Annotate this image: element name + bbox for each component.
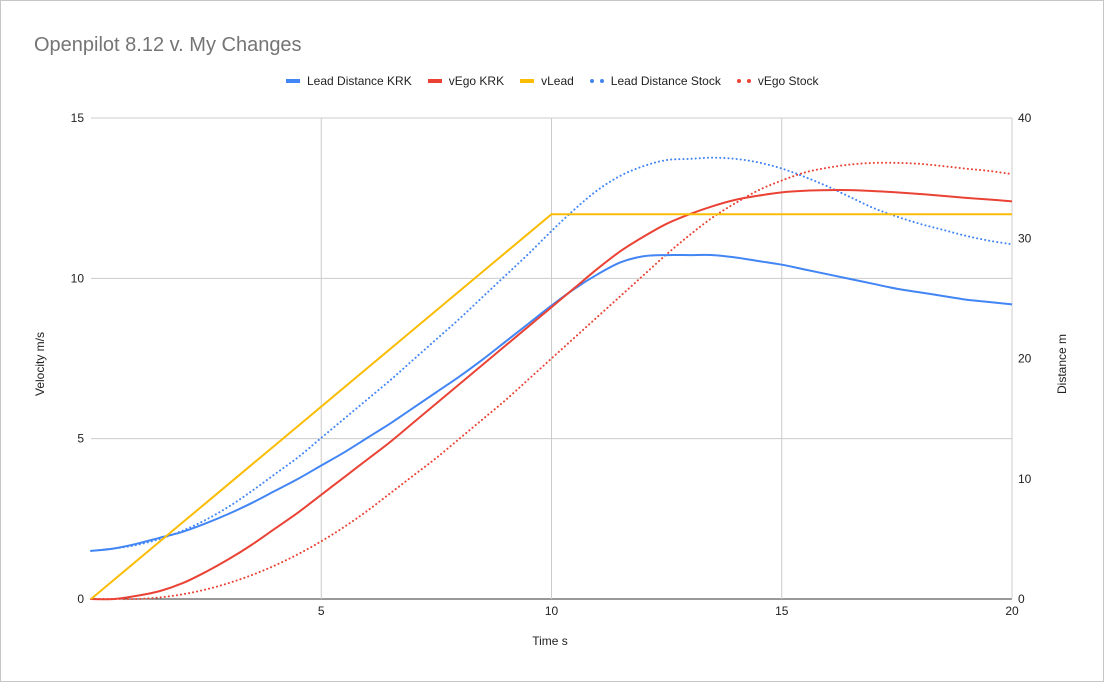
y-right-tick-label: 0: [1018, 592, 1025, 606]
legend-item-vego-stock[interactable]: vEgo Stock: [736, 74, 819, 88]
x-axis-title: Time s: [532, 634, 568, 648]
legend-swatch: [286, 79, 300, 83]
legend-item-lead-distance-krk[interactable]: Lead Distance KRK: [286, 74, 412, 88]
legend-label: vEgo KRK: [448, 74, 505, 88]
grid: [91, 117, 1013, 600]
legend-item-lead-distance-stock[interactable]: Lead Distance Stock: [589, 74, 721, 88]
x-tick-label: 10: [545, 604, 559, 618]
y-left-tick-label: 10: [71, 271, 85, 285]
y-axis-right-title: Distance m: [1055, 334, 1069, 394]
series-line-vego-stock[interactable]: [90, 161, 1013, 601]
y-left-tick-label: 5: [77, 432, 84, 446]
legend-label: vLead: [541, 74, 574, 88]
y-right-tick-label: 20: [1018, 352, 1032, 366]
series-lines: [90, 156, 1013, 601]
y-axis-left-title: Velocity m/s: [33, 332, 47, 396]
legend-item-vlead[interactable]: vLead: [520, 74, 574, 88]
legend-label: vEgo Stock: [757, 74, 819, 88]
chart-legend: Lead Distance KRK vEgo KRK vLead Lead Di…: [286, 74, 835, 88]
legend-label: Lead Distance KRK: [307, 74, 412, 88]
y-right-tick-label: 10: [1018, 472, 1032, 486]
legend-swatch: [589, 79, 604, 83]
legend-swatch: [427, 79, 442, 83]
y-right-tick-label: 40: [1018, 111, 1032, 125]
series-line-vego-krk[interactable]: [90, 189, 1013, 601]
legend-swatch: [736, 79, 751, 83]
legend-item-vego-krk[interactable]: vEgo KRK: [427, 74, 505, 88]
y-right-tick-label: 30: [1018, 231, 1032, 245]
x-tick-label: 20: [1005, 604, 1019, 618]
tick-labels: 0 5 10 15 0 10 20 30 40 5 10 15 20: [71, 111, 1032, 618]
series-line-lead-distance-krk[interactable]: [90, 253, 1013, 552]
legend-label: Lead Distance Stock: [610, 74, 721, 88]
x-tick-label: 15: [775, 604, 789, 618]
y-left-tick-label: 15: [71, 111, 85, 125]
legend-swatch: [520, 79, 535, 83]
y-left-tick-label: 0: [77, 592, 84, 606]
series-line-vlead[interactable]: [90, 213, 1012, 600]
x-tick-label: 5: [318, 604, 325, 618]
chart-title: Openpilot 8.12 v. My Changes: [34, 34, 302, 56]
